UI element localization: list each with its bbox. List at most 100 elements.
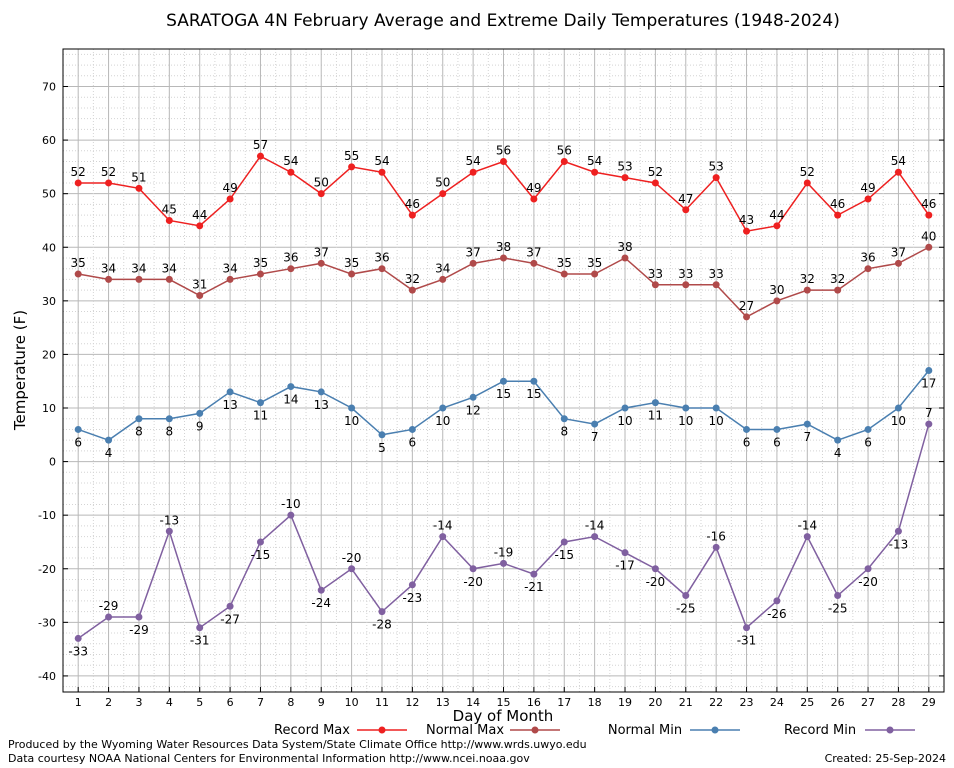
data-point [834,592,842,600]
data-label: 11 [253,409,268,423]
legend-swatch-marker [378,726,386,734]
data-label: -25 [676,602,696,616]
data-point [408,286,416,294]
data-label: 54 [891,154,906,168]
data-label: 46 [921,197,936,211]
data-point [925,211,933,219]
data-point [621,174,629,182]
data-point [925,243,933,251]
data-point [226,388,234,396]
data-label: 6 [409,435,417,449]
data-point [317,586,325,594]
data-point [925,367,933,374]
data-label: 34 [162,261,177,275]
data-point [469,168,477,176]
data-point [74,634,82,642]
data-point [317,190,325,198]
data-label: 45 [162,202,177,216]
legend-swatch-marker [711,726,719,734]
data-label: 35 [253,256,268,270]
data-label: 10 [617,414,632,428]
data-label: 13 [314,398,329,412]
x-tick-label: 10 [345,696,359,709]
data-label: -20 [463,575,483,589]
data-label: 12 [465,403,480,417]
data-point [439,190,447,198]
data-point [317,388,325,396]
data-point [165,275,173,283]
data-point [105,275,113,283]
data-point [256,270,264,278]
legend-item-normal-min: Normal Min [608,723,740,738]
series-normal-max: 35 34 34 34 31 34 35 36 37 35 36 32 34 37 38 37 35 35 38 33… [71,229,936,321]
data-label: -20 [858,575,878,589]
data-point [651,565,659,573]
data-point [530,377,538,385]
data-point [439,404,447,412]
data-label: 10 [678,414,693,428]
data-label: 36 [283,251,298,265]
x-tick-label: 25 [800,696,814,709]
data-point [135,415,143,423]
data-label: 34 [435,261,450,275]
data-label: 52 [101,165,116,179]
data-label: 37 [314,245,329,259]
data-label: -20 [342,551,362,565]
data-label: -28 [372,618,392,632]
data-point [105,179,113,187]
data-label: 52 [800,165,815,179]
data-point [500,559,507,567]
data-point [894,404,902,412]
data-point [621,549,629,557]
data-point [803,286,811,294]
data-point [439,275,447,283]
data-label: -29 [129,623,149,637]
data-label: -25 [828,602,848,616]
data-point [135,613,143,621]
x-tick-label: 1 [75,696,82,709]
data-label: 13 [222,398,237,412]
data-label: 44 [769,208,784,222]
y-tick-label: 50 [42,188,56,201]
data-point [196,222,204,230]
x-tick-label: 7 [257,696,264,709]
data-label: 56 [557,144,572,158]
data-label: 30 [769,283,784,297]
data-point [743,313,751,321]
x-tick-label: 21 [679,696,693,709]
data-point [135,275,143,283]
data-label: -15 [251,548,271,562]
data-point [226,602,234,610]
data-point [743,227,751,235]
data-label: 33 [709,267,724,281]
x-tick-label: 5 [196,696,203,709]
data-point [256,152,264,160]
x-tick-label: 19 [618,696,632,709]
data-label: 35 [71,256,86,270]
x-tick-label: 16 [527,696,541,709]
data-label: 32 [405,272,420,286]
data-label: 10 [709,414,724,428]
data-point [621,404,629,412]
data-label: -31 [737,634,757,648]
x-tick-label: 9 [318,696,325,709]
data-point [560,415,568,423]
data-point [165,415,173,423]
y-axis-ticks: -40 -30 -20 -10 0 10 20 30 40 50 60 70 [38,81,944,683]
data-point [773,297,781,305]
data-point [864,425,872,433]
data-point [256,538,264,546]
y-tick-label: -10 [38,509,56,522]
data-label: -27 [220,612,240,626]
chart-title: SARATOGA 4N February Average and Extreme… [166,11,840,31]
data-point [712,174,720,182]
x-tick-label: 24 [770,696,784,709]
legend-swatch-marker [886,726,894,734]
data-label: 6 [864,435,872,449]
x-tick-label: 26 [831,696,845,709]
x-tick-label: 8 [287,696,294,709]
data-label: 54 [374,154,389,168]
